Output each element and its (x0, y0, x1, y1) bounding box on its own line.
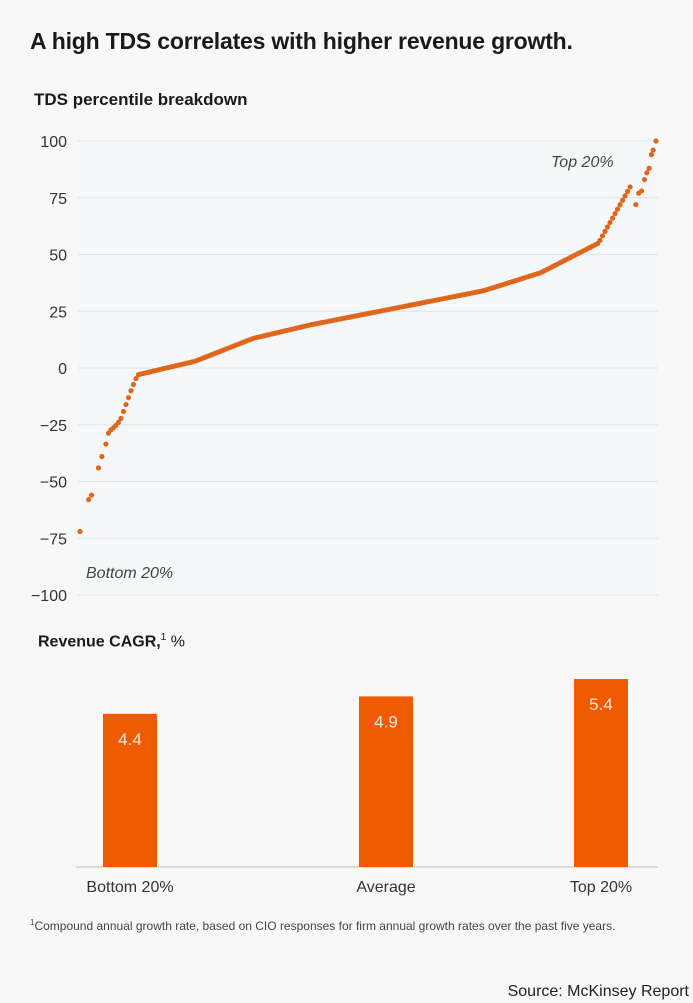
scatter-dot (115, 419, 122, 426)
scatter-dot (624, 188, 631, 195)
scatter-dot (646, 165, 652, 171)
scatter-dot (602, 228, 608, 235)
chart-title: A high TDS correlates with higher revenu… (30, 28, 573, 54)
y-tick-label: −50 (40, 475, 67, 492)
y-tick-label: 0 (58, 361, 67, 378)
scatter-dot (650, 147, 656, 153)
bar-category-label: Average (356, 879, 415, 896)
scatter-dot (619, 197, 626, 203)
scatter-dot (644, 170, 650, 176)
scatter-dot (77, 528, 83, 535)
scatter-dot (103, 441, 109, 447)
y-tick-label: 50 (49, 248, 67, 265)
scatter-dot (599, 233, 606, 239)
scatter-dot (88, 492, 95, 498)
y-tick-label: 100 (40, 134, 67, 151)
y-tick-label: 25 (49, 304, 67, 321)
scatter-plot: 100 75 50 25 0 −25 −50 −75 −100 Top 20% Bottom 2… (31, 134, 659, 605)
scatter-dot (633, 201, 639, 208)
scatter-dot (123, 401, 129, 408)
scatter-dot (607, 219, 613, 226)
scatter-dot (99, 453, 105, 460)
y-tick-label: −75 (40, 531, 67, 548)
y-tick-label: −25 (40, 418, 67, 435)
scatter-dot (612, 211, 618, 217)
scatter-dot (641, 176, 648, 183)
scatter-dot (118, 415, 124, 422)
scatter-dot (609, 215, 616, 221)
y-axis-ticks: 100 75 50 25 0 −25 −50 −75 −100 (31, 134, 67, 605)
bar-top-20- (574, 679, 628, 867)
scatter-dot (604, 224, 611, 230)
footnote: 1Compound annual growth rate, based on C… (30, 918, 616, 933)
scatter-dot (95, 465, 102, 471)
annotation-bottom-20: Bottom 20% (86, 565, 173, 582)
scatter-dot (130, 381, 137, 388)
bar-average (359, 696, 413, 867)
scatter-dot (125, 395, 132, 401)
scatter-dot (617, 202, 623, 208)
scatter-subtitle: TDS percentile breakdown (34, 90, 248, 109)
scatter-dot (648, 152, 654, 158)
y-tick-label: 75 (49, 191, 67, 208)
y-tick-label: −100 (31, 588, 67, 605)
source-credit: Source: McKinsey Report (507, 983, 689, 1000)
grid-lines (78, 140, 658, 596)
scatter-dot (120, 408, 127, 415)
bar-category-label: Bottom 20% (86, 879, 173, 896)
bar-chart: 4.4 Bottom 20% 4.9 Average 5.4 Top 20% (76, 679, 658, 896)
bar-chart-title: Revenue CAGR,1 % (38, 632, 185, 651)
scatter-dot (86, 497, 92, 503)
bar-value-label: 4.9 (374, 712, 398, 731)
bar-value-label: 5.4 (589, 695, 613, 714)
bar-category-label: Top 20% (570, 879, 632, 896)
scatter-dot (627, 184, 633, 190)
annotation-top-20: Top 20% (551, 154, 614, 171)
scatter-dots (77, 138, 659, 535)
bar-bottom-20- (103, 713, 157, 867)
scatter-dot (133, 375, 139, 382)
scatter-dot (128, 388, 134, 394)
scatter-dot (639, 188, 645, 194)
scatter-dot (622, 193, 628, 199)
scatter-dot (653, 138, 659, 144)
scatter-dot (614, 206, 621, 212)
scatter-dot (597, 237, 603, 243)
bar-value-label: 4.4 (118, 730, 142, 749)
